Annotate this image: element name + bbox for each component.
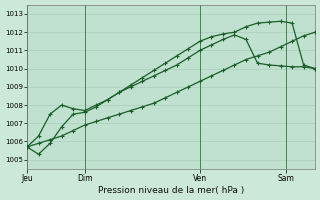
X-axis label: Pression niveau de la mer( hPa ): Pression niveau de la mer( hPa ) xyxy=(98,186,244,195)
